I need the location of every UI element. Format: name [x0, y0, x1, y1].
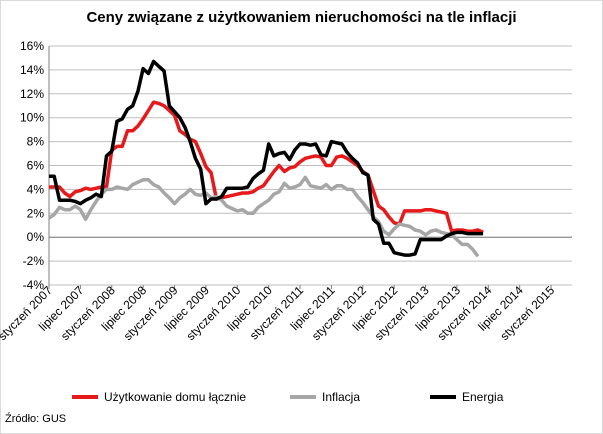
- y-tick-label: 2%: [27, 206, 45, 220]
- y-tick-label: 12%: [20, 87, 44, 101]
- y-tick-label: 14%: [20, 63, 44, 77]
- y-tick-label: 8%: [27, 135, 45, 149]
- y-tick-label: 10%: [20, 111, 44, 125]
- y-tick-label: 4%: [27, 182, 45, 196]
- series-line-uzytkowanie: [49, 100, 484, 234]
- gridlines: [48, 45, 572, 286]
- y-tick-label: 0%: [27, 230, 45, 244]
- series-line-energia: [49, 59, 484, 257]
- y-tick-label: -4%: [23, 278, 45, 292]
- y-tick-label: -2%: [23, 254, 45, 268]
- series-lines: [48, 59, 484, 258]
- chart-title: Ceny związane z użytkowaniem nieruchomoś…: [86, 9, 517, 26]
- y-tick-label: 6%: [27, 159, 45, 173]
- y-axis-ticks: 16% 14% 12% 10% 8% 6% 4% 2% 0% -2% -4%: [20, 39, 44, 292]
- series-line-inflacja: [48, 175, 480, 258]
- y-tick-label: 16%: [20, 39, 44, 53]
- source-note: Źródło: GUS: [5, 413, 67, 425]
